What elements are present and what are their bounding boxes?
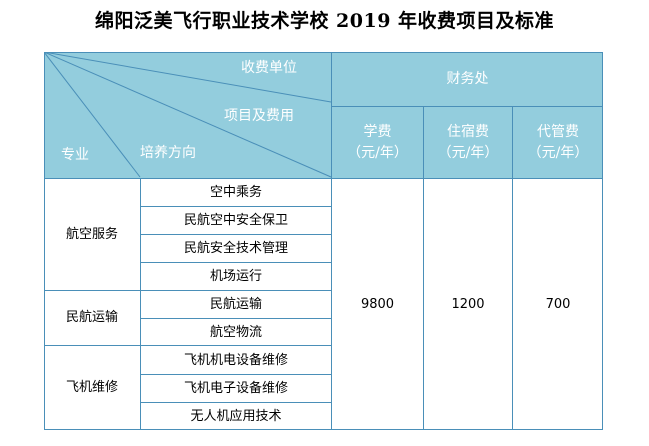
- header-office: 财务处: [446, 70, 489, 87]
- grid-line: [44, 178, 603, 179]
- grid-line: [140, 206, 332, 207]
- grid-line: [331, 52, 332, 430]
- fee-table: 收费单位 项目及费用 专业 培养方向 财务处 学费 （元/年） 住宿费 （元/年…: [44, 52, 603, 430]
- major-cell: 飞机维修: [65, 379, 118, 395]
- fee-column-unit: （元/年）: [347, 144, 408, 161]
- tuition-value: 9800: [360, 296, 395, 312]
- grid-line: [423, 106, 424, 430]
- grid-line: [140, 374, 332, 375]
- fee-column-unit: （元/年）: [527, 144, 589, 161]
- direction-cell: 民航运输: [209, 297, 262, 312]
- direction-cell: 航空物流: [209, 325, 262, 340]
- grid-line: [44, 290, 332, 291]
- grid-line: [140, 234, 332, 235]
- direction-cell: 飞机机电设备维修: [183, 353, 288, 368]
- grid-line: [512, 106, 513, 430]
- accommodation-value: 1200: [451, 296, 485, 312]
- fee-column-name: 学费: [363, 123, 392, 140]
- header-unit-label: 收费单位: [241, 59, 297, 76]
- grid-line: [140, 262, 332, 263]
- fee-column-custody: 代管费 （元/年）: [513, 107, 603, 178]
- fee-column-name: 住宿费: [447, 123, 489, 140]
- fee-column-tuition: 学费 （元/年）: [332, 107, 423, 178]
- fee-column-unit: （元/年）: [437, 144, 499, 161]
- direction-cell: 无人机应用技术: [190, 408, 282, 424]
- direction-cell: 民航空中安全保卫: [183, 213, 288, 228]
- grid-line: [140, 318, 332, 319]
- grid-line: [44, 429, 603, 430]
- header-diagonal-lines: [44, 52, 332, 178]
- major-cell: 民航运输: [65, 310, 118, 325]
- direction-cell: 空中乘务: [209, 185, 262, 200]
- direction-cell: 机场运行: [209, 269, 262, 284]
- grid-line: [140, 402, 332, 403]
- grid-line: [44, 345, 332, 346]
- grid-line: [44, 52, 603, 53]
- grid-line: [140, 178, 141, 430]
- grid-line: [332, 106, 603, 107]
- table-header-background: [44, 52, 603, 178]
- page-title: 绵阳泛美飞行职业技术学校 2019 年收费项目及标准: [94, 10, 555, 32]
- custody-value: 700: [545, 296, 571, 312]
- direction-cell: 民航安全技术管理: [183, 241, 288, 256]
- direction-cell: 飞机电子设备维修: [183, 381, 288, 396]
- grid-line: [602, 52, 603, 430]
- grid-line: [44, 52, 45, 430]
- header-item-label: 项目及费用: [224, 107, 294, 124]
- major-cell: 航空服务: [65, 227, 118, 242]
- fee-column-accommodation: 住宿费 （元/年）: [424, 107, 512, 178]
- header-direction-label: 培养方向: [140, 144, 196, 161]
- header-major-label: 专业: [61, 146, 89, 163]
- fee-column-name: 代管费: [537, 123, 579, 140]
